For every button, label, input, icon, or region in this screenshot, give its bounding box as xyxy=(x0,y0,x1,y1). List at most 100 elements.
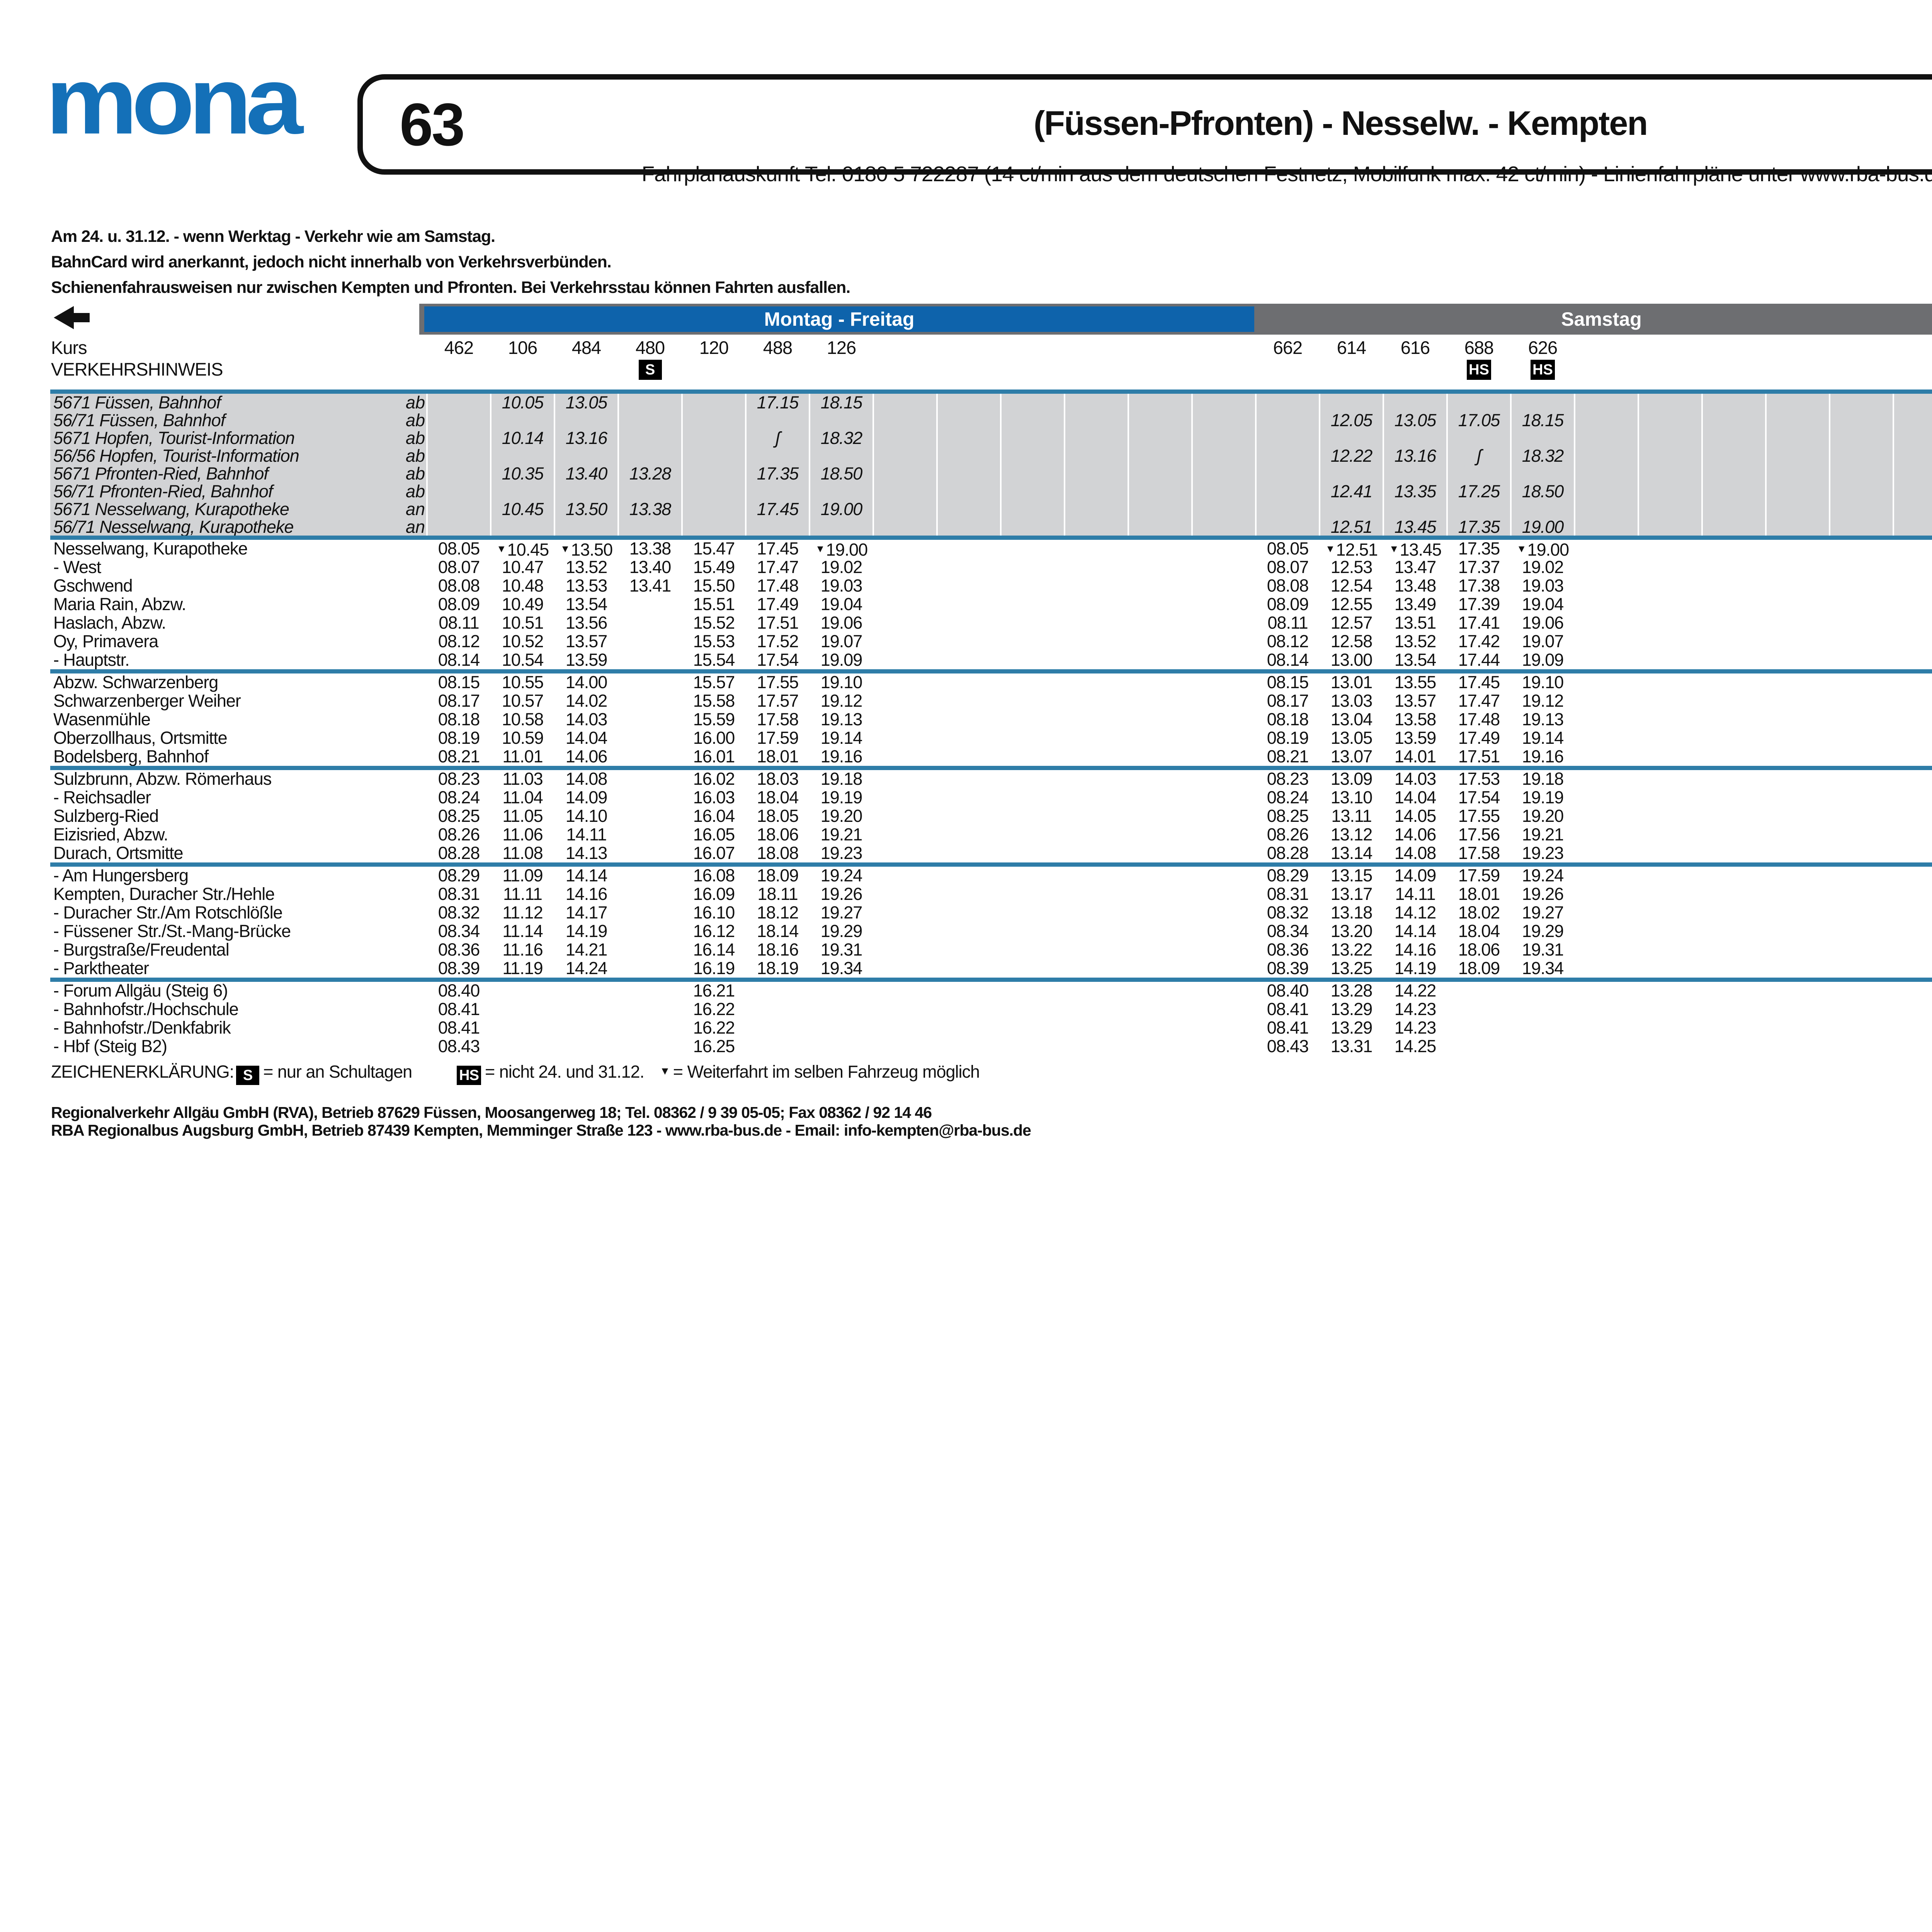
time-cell: 13.16 xyxy=(565,428,608,448)
time-cell: 17.48 xyxy=(757,576,799,595)
time-cell: 19.29 xyxy=(1522,921,1564,941)
time-cell: 14.23 xyxy=(1394,1018,1437,1037)
time-cell: 17.35 xyxy=(757,464,799,483)
time-cell: 16.22 xyxy=(693,999,735,1019)
kurs-badge-s: S xyxy=(638,360,662,380)
time-cell: ▼13.50 xyxy=(560,540,613,560)
column-separator xyxy=(1064,394,1065,536)
time-cell: 13.49 xyxy=(1394,594,1437,614)
stop-label: Sulzbrunn, Abzw. Römerhaus xyxy=(53,769,272,789)
time-cell: 19.07 xyxy=(820,631,863,651)
time-cell: 08.19 xyxy=(1267,728,1309,748)
stop-label: - West xyxy=(53,557,101,577)
time-cell: 19.06 xyxy=(820,613,863,633)
time-cell: 12.57 xyxy=(1330,613,1373,633)
time-cell: 19.26 xyxy=(1522,884,1564,904)
table-row: - Duracher Str./Am Rotschlößle 08.32 11.12… xyxy=(50,903,1932,922)
time-cell: 17.41 xyxy=(1458,613,1500,633)
time-cell: 08.23 xyxy=(1267,769,1309,789)
time-cell: 18.12 xyxy=(757,903,799,922)
kurs-column-614: 614 xyxy=(1320,337,1383,358)
time-cell: 13.51 xyxy=(1394,613,1437,633)
time-cell: 19.04 xyxy=(820,594,863,614)
stop-label: 56/71 Nesselwang, Kurapotheke xyxy=(53,517,294,537)
time-cell: 11.01 xyxy=(502,747,543,766)
timetable-section: Sulzbrunn, Abzw. Römerhaus 08.23 11.03 14.0… xyxy=(50,770,1932,862)
stop-label: - Hauptstr. xyxy=(53,650,130,670)
time-cell: 12.22 xyxy=(1330,446,1373,466)
time-cell: 08.36 xyxy=(1267,940,1309,959)
time-cell: 18.32 xyxy=(1522,446,1564,466)
time-cell: 14.03 xyxy=(1394,769,1437,789)
time-cell: 17.52 xyxy=(757,631,799,651)
time-cell: 18.09 xyxy=(757,866,799,885)
stop-label: Bodelsberg, Bahnhof xyxy=(53,747,209,766)
time-cell: 08.15 xyxy=(1267,672,1309,692)
time-cell: 18.06 xyxy=(757,825,799,844)
table-row: 56/71 Füssen, Bahnhof ab 12.05 13.05 17.05 18… xyxy=(50,412,1932,429)
time-cell: 11.12 xyxy=(502,903,543,922)
ab-an-mark: an xyxy=(405,499,425,519)
time-cell: 13.40 xyxy=(629,557,672,577)
time-cell: 16.21 xyxy=(693,981,735,1000)
time-cell: 13.20 xyxy=(1330,921,1373,941)
kurs-column-106: 106 xyxy=(491,337,554,358)
time-cell: 16.03 xyxy=(693,787,735,807)
time-cell: 11.14 xyxy=(502,921,543,941)
time-cell: 08.39 xyxy=(438,958,480,978)
note-1: Am 24. u. 31.12. - wenn Werktag - Verkeh… xyxy=(51,227,495,246)
time-cell: 17.48 xyxy=(1458,709,1500,729)
time-cell: 10.35 xyxy=(502,464,544,483)
table-row: 56/71 Pfronten-Ried, Bahnhof ab 12.41 13.35… xyxy=(50,483,1932,500)
time-cell: 13.28 xyxy=(629,464,672,483)
time-cell: 08.36 xyxy=(438,940,480,959)
time-cell: 11.16 xyxy=(502,940,543,959)
time-cell: 11.19 xyxy=(502,958,543,978)
time-cell: 08.28 xyxy=(1267,843,1309,863)
time-cell: 17.45 xyxy=(757,499,799,519)
feeder-section: 5671 Füssen, Bahnhof ab 10.05 13.05 17.15 18.… xyxy=(50,394,1932,536)
table-row: - Bahnhofstr./Hochschule 08.41 16.22 08.41 1… xyxy=(50,1000,1932,1019)
time-cell: 08.23 xyxy=(438,769,480,789)
time-cell: 18.02 xyxy=(1458,903,1500,922)
time-cell: 19.13 xyxy=(1522,709,1564,729)
time-cell: 13.55 xyxy=(1394,672,1437,692)
verkehrshinweis-label: VERKEHRSHINWEIS xyxy=(51,359,223,379)
time-cell: 08.21 xyxy=(1267,747,1309,766)
time-cell: 19.04 xyxy=(1522,594,1564,614)
time-cell: 16.02 xyxy=(693,769,735,789)
time-cell: 17.56 xyxy=(1458,825,1500,844)
time-cell: 08.12 xyxy=(438,631,480,651)
time-cell: 14.06 xyxy=(1394,825,1437,844)
kurs-header-row: 462 106 484 480 S 120 488 126 662 614 616 688 HS 626 H… xyxy=(50,337,1932,391)
time-cell: 13.35 xyxy=(1394,481,1437,501)
column-separator xyxy=(1893,394,1894,536)
time-cell: 08.17 xyxy=(1267,691,1309,711)
time-cell: 14.14 xyxy=(1394,921,1437,941)
time-cell: 14.06 xyxy=(565,747,608,766)
time-cell: 19.20 xyxy=(820,806,863,826)
time-cell: 18.06 xyxy=(1458,940,1500,959)
stop-label: - Bahnhofstr./Hochschule xyxy=(53,999,239,1019)
table-row: 5671 Füssen, Bahnhof ab 10.05 13.05 17.15 18.… xyxy=(50,394,1932,412)
time-cell: 08.15 xyxy=(438,672,480,692)
section-divider xyxy=(50,669,1932,673)
stop-label: Oberzollhaus, Ortsmitte xyxy=(53,728,228,748)
time-cell: 17.05 xyxy=(1458,410,1500,430)
time-cell: 14.17 xyxy=(565,903,608,922)
time-cell: 13.52 xyxy=(1394,631,1437,651)
time-cell: 16.07 xyxy=(693,843,735,863)
kurs-column-480: 480 S xyxy=(618,337,682,380)
section-divider xyxy=(50,978,1932,982)
time-cell: 17.53 xyxy=(1458,769,1500,789)
time-cell: 19.12 xyxy=(1522,691,1564,711)
time-cell: 08.07 xyxy=(1267,557,1309,577)
time-cell: 16.09 xyxy=(693,884,735,904)
time-cell: 08.40 xyxy=(438,981,480,1000)
kurs-number: 106 xyxy=(508,337,537,358)
time-cell: 19.31 xyxy=(1522,940,1564,959)
time-cell: 13.50 xyxy=(565,499,608,519)
continuation-marker-icon: ▼ xyxy=(815,543,825,554)
column-separator xyxy=(1510,394,1512,536)
time-cell: 16.19 xyxy=(693,958,735,978)
